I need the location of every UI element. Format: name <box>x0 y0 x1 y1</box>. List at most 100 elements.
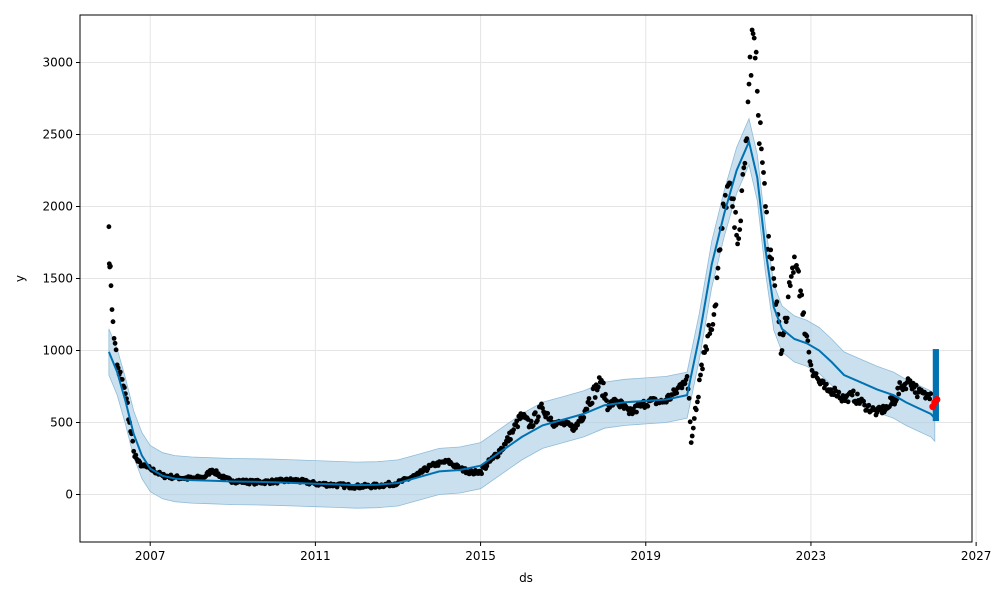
observed-point <box>813 371 819 376</box>
observed-point <box>735 241 740 247</box>
observed-point <box>801 310 807 316</box>
interval-band <box>108 117 936 509</box>
observed-point <box>592 395 598 400</box>
observed-point <box>753 49 759 55</box>
observed-point <box>717 247 723 253</box>
observed-point <box>744 136 750 142</box>
observed-point <box>548 415 554 421</box>
observed-point <box>928 391 934 397</box>
observed-point <box>804 333 810 339</box>
observed-point <box>634 409 639 415</box>
uncertainty-interval <box>108 117 939 509</box>
observed-point <box>108 283 114 289</box>
observed-point <box>711 312 717 317</box>
observed-point <box>820 378 826 384</box>
observed-point <box>601 380 606 386</box>
observed-point <box>788 274 794 279</box>
observed-point <box>770 266 776 271</box>
observed-point <box>733 209 738 215</box>
observed-point <box>762 181 767 186</box>
observed-point <box>796 268 801 274</box>
observed-point <box>730 204 735 209</box>
observed-point <box>704 347 710 352</box>
observed-point <box>714 275 720 281</box>
observed-point <box>855 391 860 397</box>
observed-point <box>866 402 872 408</box>
y-axis-label: y <box>13 275 27 282</box>
observed-point <box>691 416 697 421</box>
observed-point <box>710 322 716 327</box>
observed-point <box>738 218 744 224</box>
x-tick-label: 2019 <box>630 549 661 563</box>
observed-point <box>913 382 919 388</box>
observed-point <box>808 362 814 368</box>
recent-points <box>929 396 941 411</box>
observed-point <box>806 349 812 355</box>
x-tick-label: 2023 <box>796 549 827 563</box>
observed-point <box>110 319 116 325</box>
observed-point <box>761 170 766 175</box>
x-tick-label: 2027 <box>961 549 992 563</box>
observed-point <box>536 414 541 420</box>
observed-point <box>709 327 715 333</box>
recent-point <box>933 396 941 403</box>
y-tick-label: 2000 <box>42 200 73 214</box>
observed-point <box>545 411 551 416</box>
observed-point <box>688 440 694 445</box>
y-tick-label: 2500 <box>42 128 73 142</box>
observed-point <box>532 410 538 415</box>
observed-point <box>604 398 609 403</box>
observed-point <box>736 236 742 242</box>
observed-point <box>119 377 125 382</box>
observed-point <box>750 31 756 37</box>
observed-point <box>763 204 768 209</box>
observed-point <box>682 381 688 386</box>
observed-point <box>106 224 112 230</box>
y-tick-label: 1500 <box>42 272 73 286</box>
observed-point <box>792 254 797 260</box>
observed-point <box>706 322 712 328</box>
y-tick-label: 0 <box>65 487 73 501</box>
observed-point <box>783 319 789 325</box>
observed-point <box>768 247 774 253</box>
observed-point <box>756 141 762 147</box>
observed-point <box>752 55 758 61</box>
observed-point <box>713 302 719 308</box>
observed-point <box>739 188 745 194</box>
observed-point <box>133 452 139 458</box>
observed-point <box>589 400 595 406</box>
observed-point <box>684 374 690 379</box>
observed-point <box>687 419 693 425</box>
observed-point <box>755 113 761 118</box>
grid-lines <box>80 15 977 542</box>
forecast-horizon-block <box>932 349 939 422</box>
observed-point <box>540 405 545 411</box>
observed-point <box>700 366 705 372</box>
observed-point <box>758 120 763 126</box>
observed-point <box>686 395 692 401</box>
observed-point <box>742 160 748 166</box>
observed-point <box>824 381 829 387</box>
y-tick-label: 500 <box>50 415 73 429</box>
observed-point <box>896 391 902 397</box>
observed-point <box>740 172 746 177</box>
observed-point <box>535 418 540 423</box>
observed-point <box>794 263 799 268</box>
forecast-line <box>107 138 936 487</box>
observed-point <box>699 362 704 368</box>
observed-point <box>696 394 701 400</box>
y-tick-label: 1000 <box>42 343 73 357</box>
observed-point <box>785 294 791 300</box>
observed-point <box>645 403 651 409</box>
observed-point <box>664 399 669 405</box>
observed-point <box>764 209 769 215</box>
observed-point <box>674 390 680 396</box>
y-tick-label: 3000 <box>42 56 73 70</box>
observed-point <box>693 407 699 413</box>
x-tick-label: 2011 <box>300 549 331 563</box>
x-axis-label: ds <box>519 571 533 585</box>
observed-point <box>479 471 484 477</box>
observed-point <box>927 396 933 402</box>
observed-point <box>539 401 544 407</box>
observed-point <box>698 372 703 378</box>
